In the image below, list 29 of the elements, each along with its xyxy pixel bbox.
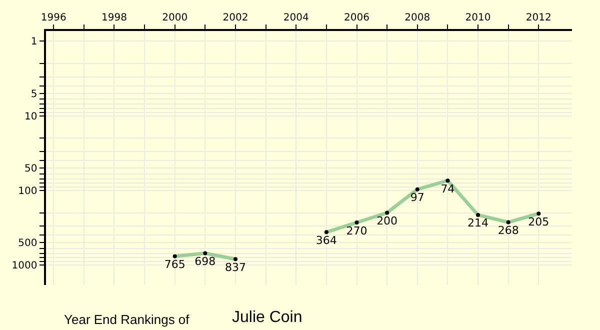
x-tick-label: 1998 [101, 12, 127, 24]
y-tick-label: 500 [18, 238, 38, 249]
x-tick-label: 2000 [162, 12, 188, 24]
x-tick-label: 2008 [404, 12, 430, 24]
x-tick-label: 2004 [283, 12, 309, 24]
text: Year End Rankings of [64, 312, 190, 327]
data-label: 270 [346, 224, 368, 238]
x-tick-label: 2006 [344, 12, 370, 24]
data-label: 765 [164, 258, 186, 271]
data-label: 205 [528, 215, 550, 228]
y-tick-label: 1 [30, 36, 38, 48]
data-label: 364 [316, 234, 337, 247]
data-label: 268 [498, 224, 519, 238]
data-label: 200 [376, 214, 398, 228]
data-label: 698 [194, 255, 216, 268]
x-tick-label: 1996 [40, 12, 66, 24]
y-tick-label: 5 [30, 88, 38, 100]
y-tick-label: 100 [18, 186, 38, 197]
data-label: 214 [468, 216, 489, 230]
text: Julie Coin [232, 309, 302, 326]
data-label: 74 [440, 182, 455, 196]
y-tick-label: 1000 [12, 260, 38, 272]
x-tick-label: 2012 [526, 12, 552, 24]
y-tick-label: 10 [24, 111, 38, 122]
data-label: 97 [410, 191, 424, 204]
x-tick-label: 2010 [465, 12, 491, 24]
y-tick-label: 50 [24, 163, 38, 174]
x-tick-label: 2002 [222, 12, 248, 24]
data-label: 837 [224, 260, 246, 274]
